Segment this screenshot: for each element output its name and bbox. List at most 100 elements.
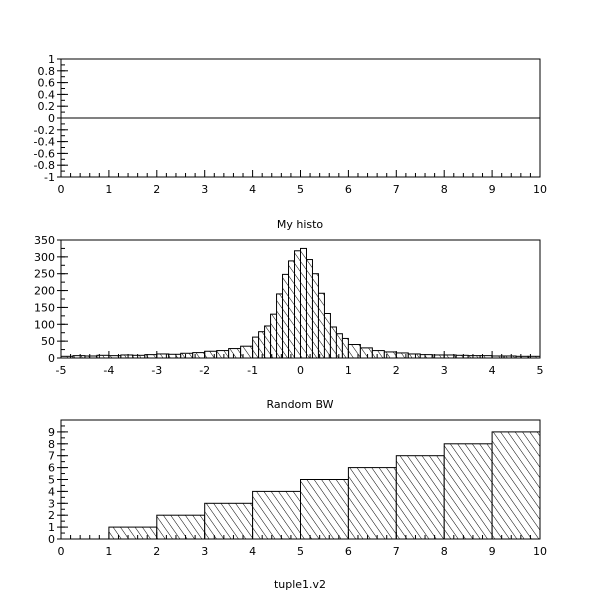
histogram-bar: [359, 347, 373, 359]
x-tick-label: 10: [533, 183, 547, 196]
x-tick-label: 3: [201, 183, 208, 196]
histogram-bar: [156, 353, 170, 359]
y-tick-label: 50: [41, 335, 55, 348]
x-tick-label: 7: [393, 183, 400, 196]
x-tick-label: 1: [345, 364, 352, 377]
x-tick-label: 3: [201, 545, 208, 558]
histogram-bar: [479, 355, 493, 359]
y-tick-label: 0.2: [38, 100, 56, 113]
histogram-bar: [156, 514, 206, 540]
y-tick-label: -0.4: [34, 136, 55, 149]
y-tick-label: 6: [48, 462, 55, 475]
histogram-bar: [288, 260, 296, 359]
histogram-bar: [300, 479, 349, 540]
panel-my-histo: 0 1 2 3 4 5 6 7 8 9 10-1-0.8-0.6-0.4-0.200.20.40.6…: [34, 53, 547, 231]
histogram-bar: [491, 355, 505, 359]
histogram-bar: [317, 292, 325, 359]
histogram-bar: [347, 344, 361, 359]
y-tick-label: -0.6: [34, 147, 55, 160]
y-tick-label: 0: [48, 533, 55, 546]
y-tick-label: 250: [34, 268, 55, 281]
y-tick-label: -0.2: [34, 124, 55, 137]
x-tick-label: 6: [345, 545, 352, 558]
x-tick-label: 2: [153, 545, 160, 558]
x-tick-label: 5: [537, 364, 544, 377]
x-tick-label: -4: [103, 364, 114, 377]
histogram-bar: [383, 351, 397, 359]
histogram-bar: [168, 353, 182, 359]
histogram-bar: [443, 354, 457, 359]
histogram-bar: [431, 354, 445, 359]
histogram-bar: [132, 354, 146, 359]
x-tick-label: 10: [533, 545, 547, 558]
histogram-bar: [347, 467, 397, 540]
x-tick-label: 6: [345, 183, 352, 196]
x-tick-label: 0: [58, 183, 65, 196]
y-tick-label: -1: [44, 171, 55, 184]
y-tick-label: -0.8: [34, 159, 55, 172]
histogram-bar: [341, 337, 349, 359]
histogram-bar: [395, 455, 445, 540]
x-tick-label: 9: [489, 183, 496, 196]
histogram-bar: [300, 247, 307, 359]
histogram-bar: [323, 312, 331, 359]
marks-tuple: [108, 431, 541, 540]
x-tick-label: 4: [489, 364, 496, 377]
y-tick-label: 0: [48, 112, 55, 125]
x-tick-label: 1: [105, 183, 112, 196]
histogram-bar: [192, 352, 206, 359]
x-tick-label: 8: [441, 183, 448, 196]
x-axis-title: Random BW: [266, 398, 333, 411]
x-tick-label: -2: [199, 364, 210, 377]
y-tick-label: 1: [48, 53, 55, 66]
x-tick-label: 2: [153, 183, 160, 196]
x-tick-label: -3: [151, 364, 162, 377]
x-tick-label: 4: [249, 183, 256, 196]
histogram-bar: [120, 354, 134, 359]
histogram-bar: [258, 331, 266, 359]
histogram-bar: [216, 350, 230, 359]
x-tick-label: 1: [105, 545, 112, 558]
x-tick-label: 5: [297, 183, 304, 196]
histogram-bar: [455, 354, 469, 359]
histogram-bar: [180, 352, 194, 359]
x-tick-label: 7: [393, 545, 400, 558]
x-tick-label: 0: [297, 364, 304, 377]
histogram-bar: [108, 355, 122, 359]
histogram-bar: [515, 355, 529, 359]
histogram-bar: [228, 348, 242, 359]
histogram-bar: [305, 259, 313, 359]
y-tick-label: 8: [48, 438, 55, 451]
histogram-bar: [264, 325, 272, 359]
histogram-bar: [467, 355, 481, 359]
histogram-bar: [407, 353, 421, 359]
histogram-bar: [329, 326, 337, 359]
histogram-bar: [294, 250, 302, 359]
x-tick-label: 3: [441, 364, 448, 377]
y-tick-label: 350: [34, 234, 55, 247]
histogram-bar: [311, 273, 319, 359]
histogram-bar: [108, 526, 158, 540]
histogram-bar: [270, 313, 278, 359]
histogram-bar: [252, 490, 302, 540]
axes-my-histo: 0 1 2 3 4 5 6 7 8 9 10-1-0.8-0.6-0.4-0.200.20.40.6…: [34, 53, 547, 196]
histogram-bar: [491, 431, 541, 540]
x-tick-label: 5: [297, 545, 304, 558]
x-axis-title: My histo: [277, 218, 324, 231]
x-tick-label: 4: [249, 545, 256, 558]
histogram-bar: [443, 443, 493, 540]
histogram-bar: [371, 350, 385, 359]
histogram-bar: [84, 355, 98, 359]
x-tick-label: -5: [56, 364, 67, 377]
x-tick-label: 0: [58, 545, 65, 558]
y-tick-label: 2: [48, 509, 55, 522]
histogram-bar: [204, 502, 254, 540]
y-tick-label: 5: [48, 474, 55, 487]
y-tick-label: 150: [34, 301, 55, 314]
y-tick-label: 1: [48, 521, 55, 534]
histogram-bar: [395, 352, 409, 359]
